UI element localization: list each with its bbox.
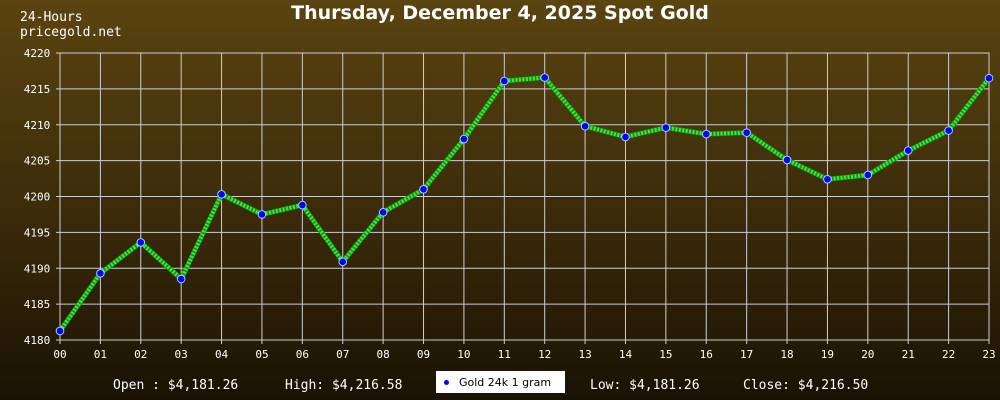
data-point — [176, 274, 186, 284]
y-tick-label: 4210 — [24, 119, 51, 132]
data-point — [338, 257, 348, 267]
series-gold-24k — [57, 75, 992, 334]
x-axis-ticks: 00 01 02 03 04 05 06 07 08 09 10 11 12 13 14 15 16 17 18 19… — [53, 348, 995, 361]
legend-label: Gold 24k 1 gram — [459, 375, 552, 389]
high-stat: High: $4,216.58 — [285, 378, 402, 393]
x-tick-label: 18 — [780, 348, 793, 361]
x-tick-label: 17 — [740, 348, 753, 361]
series-line-shadow — [57, 75, 992, 334]
low-stat: Low: $4,181.26 — [590, 378, 700, 393]
data-point — [298, 200, 307, 210]
x-tick-label: 01 — [94, 348, 107, 361]
x-tick-label: 23 — [982, 348, 995, 361]
corner-label-line2: pricegold.net — [20, 25, 122, 40]
high-label: High: — [285, 378, 325, 393]
data-point — [944, 126, 953, 135]
data-point — [621, 132, 630, 142]
x-tick-label: 21 — [902, 348, 915, 361]
data-point — [984, 73, 994, 83]
x-tick-label: 05 — [255, 348, 268, 361]
close-value: $4,216.50 — [797, 378, 869, 393]
y-tick-label: 4180 — [24, 334, 51, 347]
x-tick-label: 11 — [498, 348, 511, 361]
legend-marker-icon — [444, 379, 449, 385]
x-tick-label: 00 — [53, 348, 66, 361]
y-tick-label: 4200 — [24, 191, 51, 204]
y-tick-label: 4220 — [24, 47, 51, 60]
data-point — [903, 146, 913, 155]
x-tick-label: 20 — [861, 348, 874, 361]
x-tick-label: 08 — [377, 348, 390, 361]
data-point — [419, 185, 428, 194]
data-points — [55, 73, 994, 336]
data-point — [459, 134, 469, 144]
x-tick-label: 22 — [942, 348, 955, 361]
data-point — [217, 190, 226, 199]
x-tick-label: 06 — [296, 348, 309, 361]
data-point — [378, 207, 388, 217]
x-tick-label: 14 — [619, 348, 633, 361]
x-tick-label: 09 — [417, 348, 430, 361]
data-point — [540, 73, 549, 82]
high-value: $4,216.58 — [331, 378, 403, 393]
y-tick-label: 4215 — [24, 83, 51, 96]
close-stat: Close: $4,216.50 — [743, 378, 868, 393]
data-point — [257, 210, 267, 219]
x-tick-label: 07 — [336, 348, 349, 361]
low-label: Low: — [590, 378, 622, 393]
data-point — [661, 123, 671, 132]
data-point — [701, 129, 711, 139]
low-value: $4,181.26 — [629, 378, 700, 393]
data-point — [500, 76, 509, 86]
x-tick-label: 15 — [659, 348, 672, 361]
y-tick-label: 4190 — [24, 262, 51, 275]
y-tick-label: 4205 — [24, 155, 51, 168]
chart-title: Thursday, December 4, 2025 Spot Gold — [291, 2, 709, 24]
data-point — [580, 121, 590, 131]
data-point — [823, 174, 832, 184]
open-value: $4,181.26 — [167, 378, 239, 393]
data-point — [742, 128, 751, 137]
x-tick-label: 04 — [215, 348, 229, 361]
x-tick-label: 13 — [578, 348, 591, 361]
x-tick-label: 03 — [175, 348, 188, 361]
corner-label-line1: 24-Hours — [20, 10, 83, 25]
x-tick-label: 19 — [821, 348, 834, 361]
open-stat: Open : $4,181.26 — [113, 378, 238, 393]
data-point — [136, 238, 146, 247]
x-tick-label: 10 — [457, 348, 470, 361]
grid — [56, 52, 990, 344]
open-label: Open : — [113, 378, 160, 393]
data-point — [96, 268, 105, 278]
corner-label: 24-Hours pricegold.net — [20, 10, 122, 40]
x-tick-label: 12 — [538, 348, 551, 361]
y-axis-ticks: 4180 4185 4190 4195 4200 4205 4210 4215 4220 — [24, 47, 51, 347]
close-label: Close: — [743, 378, 790, 393]
legend: Gold 24k 1 gram — [436, 371, 565, 393]
x-tick-label: 16 — [700, 348, 713, 361]
x-tick-label: 02 — [134, 348, 147, 361]
data-point — [55, 326, 65, 336]
data-point — [782, 155, 792, 165]
y-tick-label: 4195 — [24, 226, 51, 239]
data-point — [863, 170, 873, 180]
series-line — [58, 75, 991, 333]
y-tick-label: 4185 — [24, 298, 51, 311]
